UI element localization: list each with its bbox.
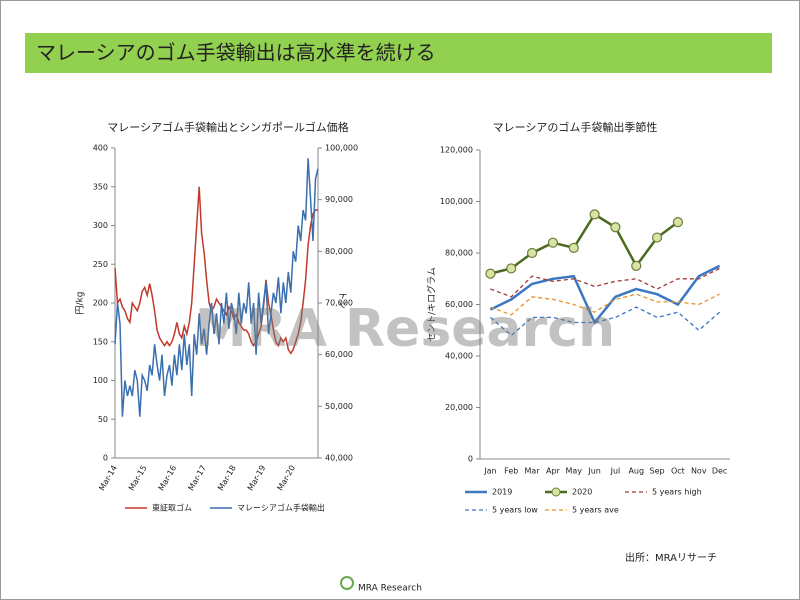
x-tick-label: Apr [546,467,561,476]
series-line [489,306,721,337]
point [589,209,600,220]
y2-tick-label: 40,000 [325,454,353,463]
point [568,242,579,253]
header-title: マレーシアのゴム手袋輸出は高水準を続ける [36,41,436,65]
y-tick-label: 0 [468,455,473,464]
y-tick-label: 200 [93,299,108,308]
point [526,247,538,259]
x-tick-label: Mar [525,467,541,476]
y-tick-label: 100 [93,376,108,385]
x-tick-label: Oct [671,467,685,476]
y-tick-label: 50 [98,415,108,424]
legend-label: 5 years low [492,506,538,515]
y-tick-label: 300 [93,221,108,230]
y2-tick-label: 70,000 [325,299,353,308]
point [610,222,621,233]
x-tick-label: Jan [483,467,496,476]
y-axis-label: 円/kg [75,292,86,315]
x-tick-label: Aug [628,467,644,476]
legend-label: 2020 [572,488,592,497]
y-tick-label: 0 [103,454,108,463]
point [485,268,496,279]
point [672,217,684,228]
y-axis-label: セント/キログラム [426,267,438,342]
y-tick-label: 100,000 [440,197,473,206]
chart-title: マレーシアゴム手袋輸出とシンガポールゴム価格 [107,120,349,134]
source: 出所：MRAリサーチ [625,551,717,564]
legend-label: マレーシアゴム手袋輸出 [237,503,325,513]
x-tick-label: Feb [504,467,518,476]
legend-marker [551,487,561,497]
y-tick-label: 120,000 [440,146,473,155]
chart-title: マレーシアのゴム手袋輸出季節性 [493,120,658,134]
x-tick-label: Dec [712,467,727,476]
legend-label: 5 years ave [572,506,619,515]
series-line [490,293,720,316]
y-tick-label: 60,000 [445,300,473,309]
x-tick-label: May [565,467,582,476]
point [547,237,559,248]
y-tick-label: 250 [93,260,108,269]
point [506,263,517,274]
point [631,260,642,271]
series-line [490,267,720,298]
series-line [114,186,318,355]
y-tick-label: 20,000 [445,403,473,412]
y-tick-label: 150 [93,337,108,346]
x-tick-label: Jun [587,467,601,476]
legend-label: 5 years high [652,488,702,497]
y2-tick-label: 60,000 [325,350,353,359]
legend-label: 2019 [492,488,512,497]
header-bar [25,33,772,73]
series-line [114,158,319,417]
point [651,232,663,243]
y2-tick-label: 80,000 [325,247,353,256]
x-tick-label: Sep [650,467,665,476]
x-tick-label: Nov [691,467,707,476]
series-line [490,212,679,275]
y2-tick-label: 100,000 [325,144,358,153]
y-tick-label: 350 [93,182,108,191]
logo-text: MRA Research [358,584,422,594]
y-tick-label: 400 [93,144,108,153]
y2-axis-label: トン [337,291,347,309]
x-tick-label: Jul [610,467,621,476]
y-tick-label: 80,000 [445,249,473,258]
y2-tick-label: 90,000 [325,195,353,204]
legend-label: 東証取ゴム [152,503,192,513]
y-tick-label: 40,000 [445,352,473,361]
watermark: MRA Research [195,299,615,359]
y2-tick-label: 50,000 [325,402,353,411]
series-line [489,264,721,325]
logo-icon [340,576,354,590]
